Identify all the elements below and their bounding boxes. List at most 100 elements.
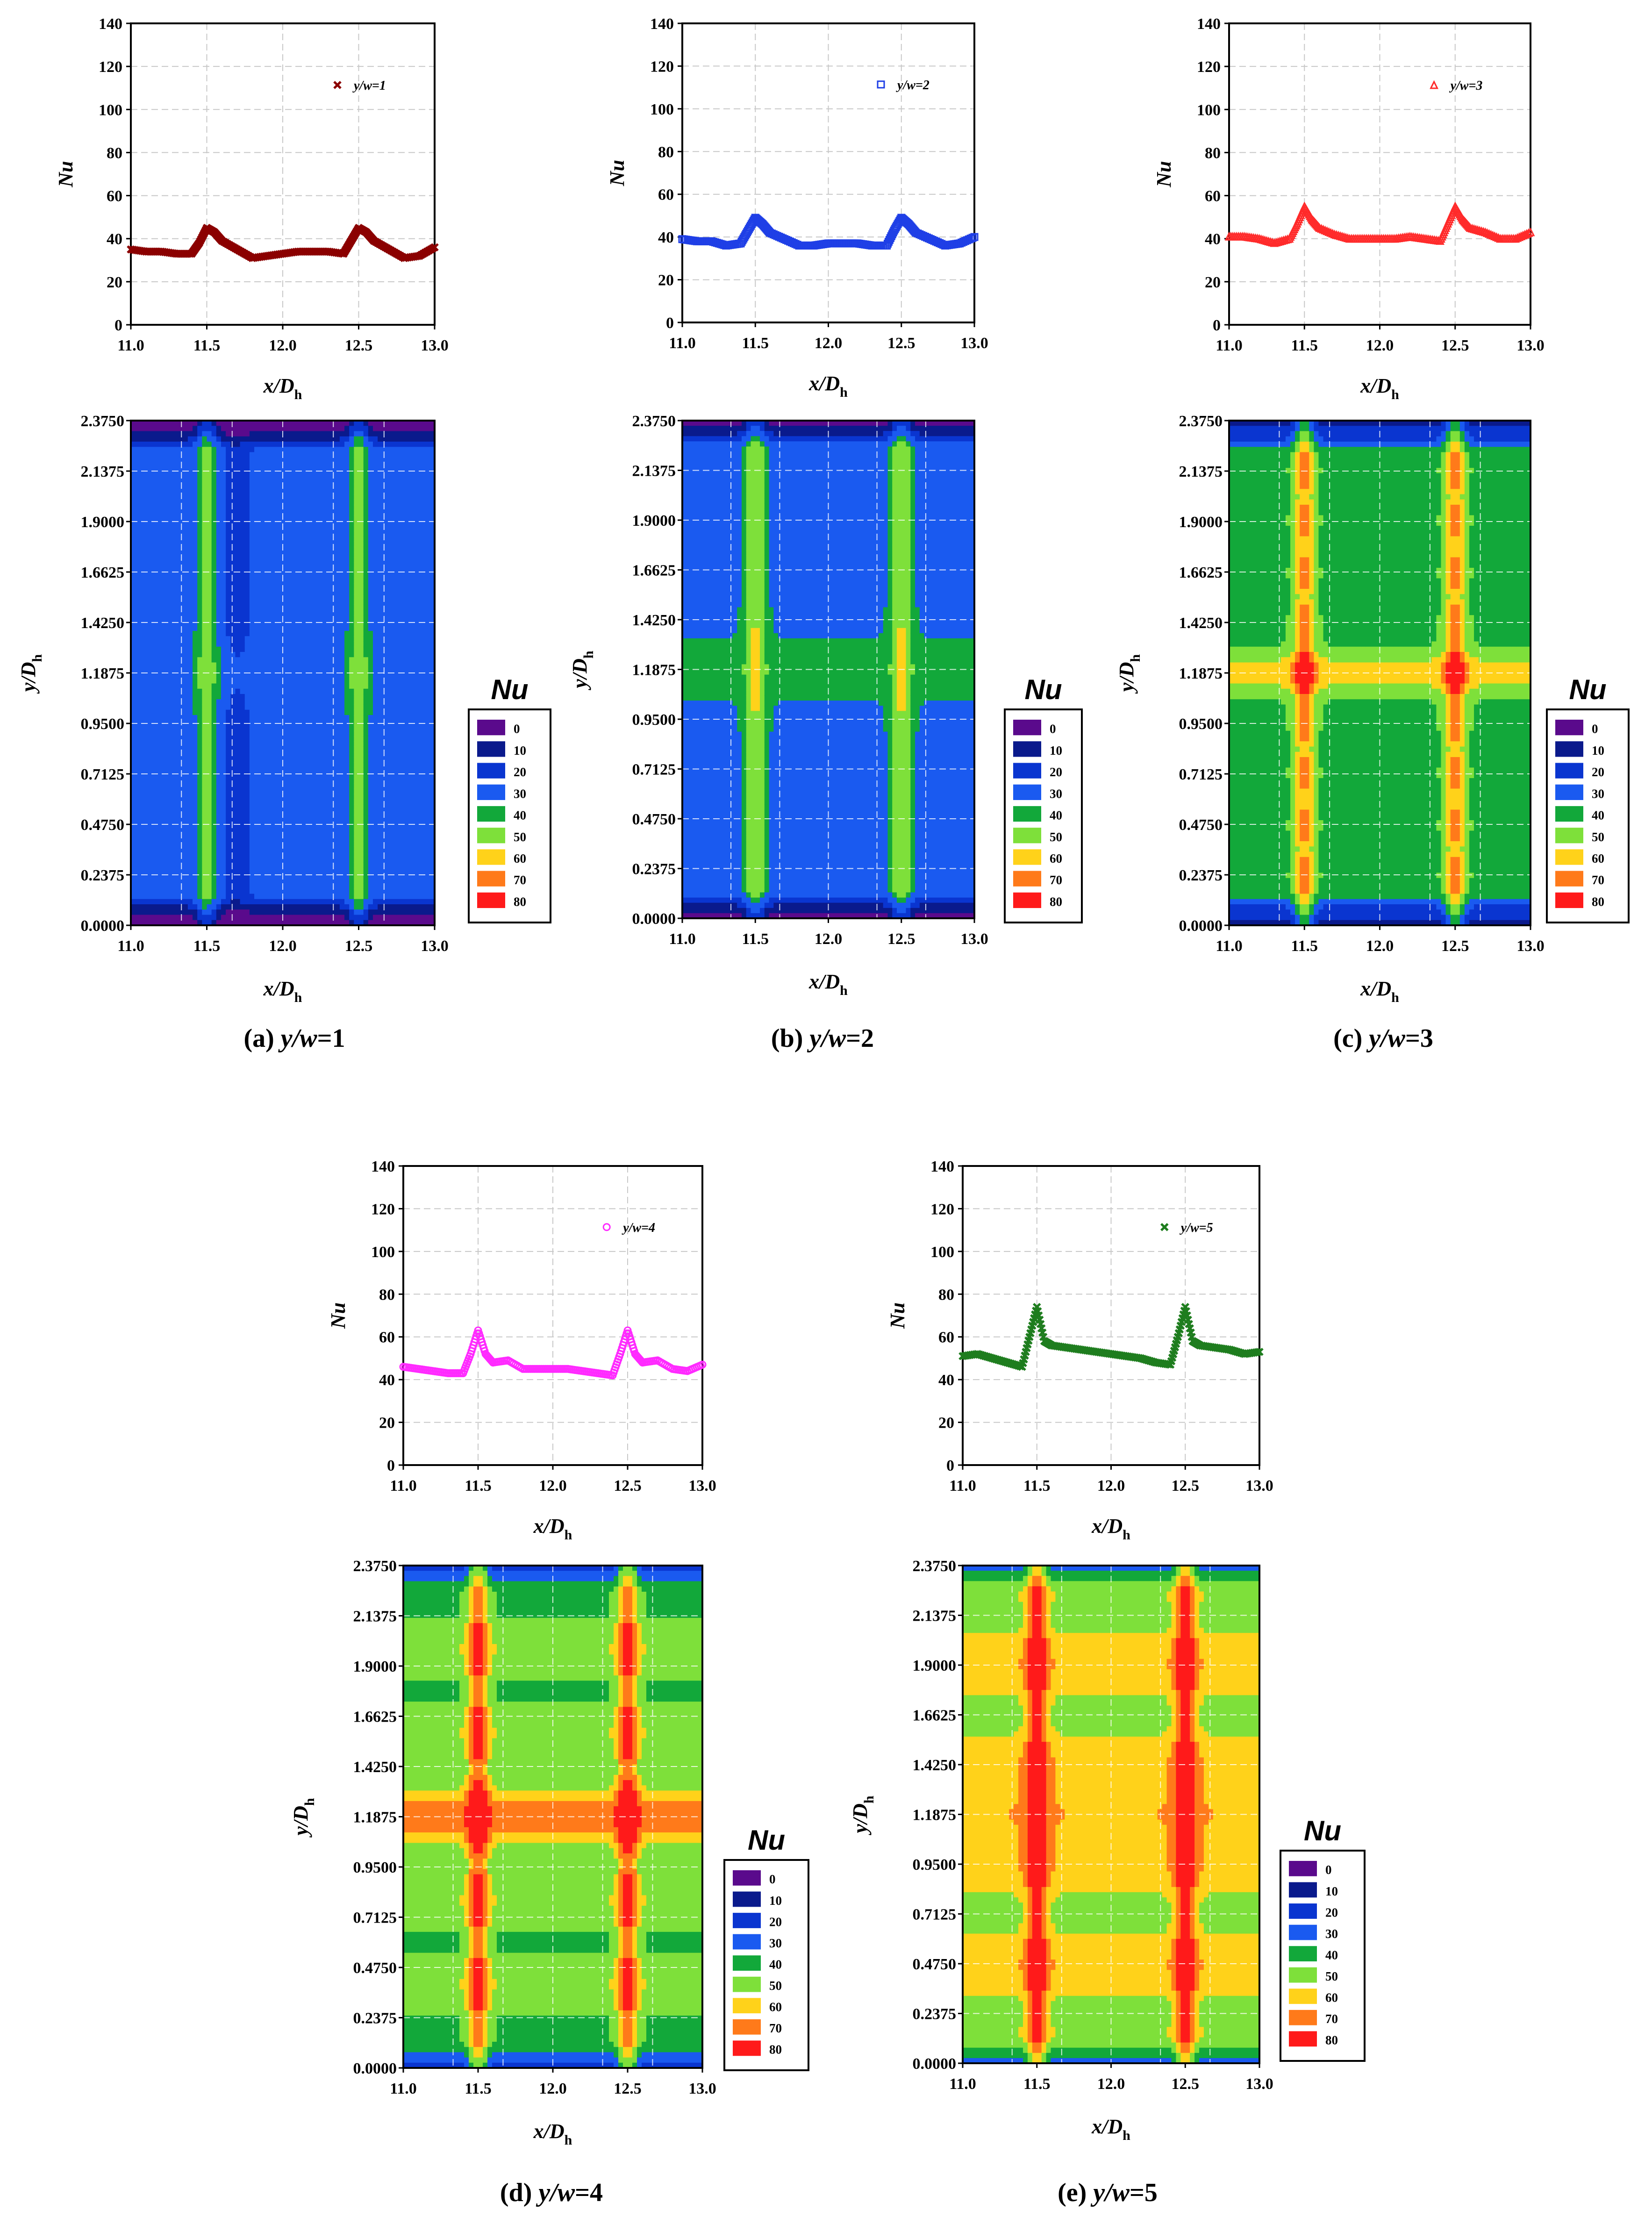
contour-cell	[193, 915, 198, 921]
contour-cell	[140, 831, 145, 837]
contour-cell	[188, 494, 193, 500]
contour-cell	[193, 673, 198, 679]
contour-cell	[179, 694, 184, 700]
contour-cell	[216, 558, 222, 563]
contour-cell	[159, 484, 164, 489]
contour-cell	[155, 794, 160, 800]
contour-cell	[164, 873, 169, 879]
contour-cell	[169, 678, 174, 684]
contour-cell	[230, 878, 236, 884]
contour-cell	[269, 636, 274, 642]
contour-cell	[245, 573, 250, 579]
contour-cell	[140, 747, 145, 752]
contour-cell	[207, 589, 212, 594]
contour-cell	[193, 657, 198, 663]
contour-cell	[140, 631, 145, 636]
contour-cell	[221, 794, 226, 800]
contour-cell	[155, 726, 160, 731]
contour-cell	[164, 741, 169, 747]
contour-cell	[150, 589, 155, 594]
contour-cell	[140, 552, 145, 558]
contour-cell	[240, 878, 245, 884]
contour-cell	[188, 768, 193, 773]
contour-cell	[264, 762, 269, 768]
contour-cell	[202, 442, 207, 447]
contour-cell	[193, 783, 198, 789]
contour-cell	[240, 820, 245, 826]
contour-cell	[245, 736, 250, 742]
contour-cell	[169, 783, 174, 789]
contour-cell	[269, 715, 274, 721]
contour-cell	[235, 547, 240, 552]
contour-cell	[264, 600, 269, 605]
contour-cell	[159, 668, 164, 673]
contour-cell	[179, 458, 184, 463]
contour-cell	[245, 862, 250, 868]
contour-cell	[226, 631, 231, 636]
contour-cell	[150, 563, 155, 568]
contour-cell	[269, 515, 274, 521]
contour-cell	[221, 894, 226, 900]
contour-cell	[230, 831, 236, 837]
contour-cell	[230, 689, 236, 694]
contour-cell	[259, 815, 264, 821]
contour-cell	[240, 505, 245, 510]
contour-cell	[183, 563, 188, 568]
contour-cell	[207, 909, 212, 915]
contour-cell	[245, 515, 250, 521]
contour-cell	[235, 647, 240, 652]
contour-cell	[235, 510, 240, 515]
contour-cell	[254, 731, 259, 737]
contour-cell	[264, 536, 269, 542]
contour-cell	[264, 505, 269, 510]
contour-cell	[254, 820, 259, 826]
contour-cell	[188, 915, 193, 921]
contour-cell	[264, 794, 269, 800]
contour-cell	[150, 689, 155, 694]
contour-cell	[264, 573, 269, 579]
contour-cell	[179, 726, 184, 731]
contour-cell	[250, 678, 255, 684]
contour-cell	[207, 831, 212, 837]
contour-cell	[150, 647, 155, 652]
contour-cell	[193, 647, 198, 652]
contour-cell	[136, 436, 141, 442]
contour-cell	[140, 579, 145, 584]
contour-cell	[221, 631, 226, 636]
y-tick-label: 100	[930, 1244, 954, 1261]
contour-cell	[240, 458, 245, 463]
contour-cell	[193, 442, 198, 447]
contour-cell	[264, 873, 269, 879]
contour-cell	[179, 831, 184, 837]
contour-cell	[250, 505, 255, 510]
contour-cell	[179, 473, 184, 479]
contour-cell	[264, 584, 269, 589]
contour-cell	[197, 757, 202, 763]
contour-cell	[259, 747, 264, 752]
contour-cell	[254, 563, 259, 568]
contour-cell	[159, 747, 164, 752]
contour-cell	[164, 747, 169, 752]
contour-cell	[164, 689, 169, 694]
contour-cell	[221, 736, 226, 742]
contour-cell	[173, 710, 179, 715]
contour-cell	[155, 647, 160, 652]
contour-cell	[197, 447, 202, 452]
contour-cell	[235, 657, 240, 663]
contour-cell	[202, 888, 207, 894]
contour-cell	[212, 673, 217, 679]
contour-cell	[183, 789, 188, 794]
contour-cell	[240, 657, 245, 663]
contour-cell	[226, 878, 231, 884]
contour-cell	[202, 642, 207, 647]
contour-cell	[216, 673, 222, 679]
contour-cell	[197, 579, 202, 584]
y-tick-label: 40	[107, 231, 122, 248]
contour-cell	[216, 579, 222, 584]
contour-cell	[150, 715, 155, 721]
contour-cell	[226, 463, 231, 468]
contour-cell	[202, 426, 207, 431]
contour-cell	[207, 615, 212, 621]
contour-cell	[179, 426, 184, 431]
contour-cell	[221, 636, 226, 642]
